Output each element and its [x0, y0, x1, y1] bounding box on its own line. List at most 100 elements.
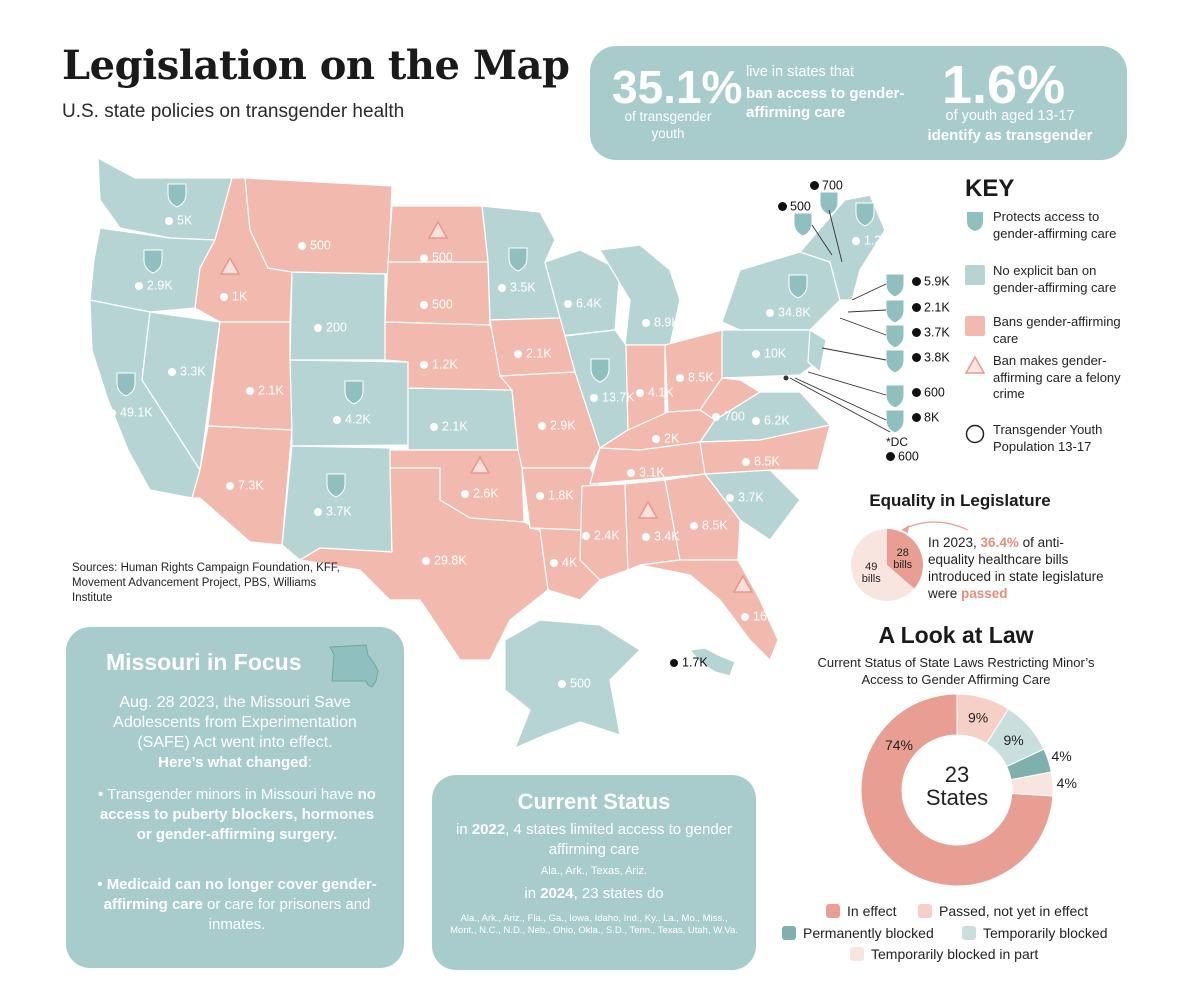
map-population-label: 3.3K — [168, 364, 206, 379]
map-population-label: 3.7K — [726, 490, 764, 505]
map-population-label: 7.3K — [226, 478, 264, 493]
warning-icon — [965, 355, 985, 374]
legend-label: In effect — [847, 903, 897, 919]
pie-slice-label: 28 — [897, 547, 909, 559]
state-mississippi — [579, 483, 629, 581]
pie-slice — [887, 529, 923, 589]
donut-slice-label: 4% — [1051, 748, 1071, 764]
shield-icon — [967, 212, 983, 231]
stat-ban-bold-text: ban access to gender-affirming care — [746, 85, 905, 121]
legend-label: Permanently blocked — [803, 925, 934, 941]
equality-text-mid: of anti-equality healthcare bills introd… — [928, 535, 1104, 601]
donut-center-number: 23 — [945, 762, 969, 787]
northeast-callout-label: 600 — [912, 385, 945, 400]
northeast-callout-label: 3.8K — [912, 350, 950, 365]
legend-swatch — [782, 926, 796, 940]
map-population-label: 2.6K — [461, 486, 499, 501]
stats-banner: 35.1% of transgender youth live in state… — [590, 46, 1127, 160]
state-nebraska — [384, 321, 513, 391]
donut-center-label: States — [926, 785, 988, 810]
legend-swatch — [962, 926, 976, 940]
key-label: No explicit ban on gender-affirming care — [993, 263, 1117, 295]
map-population-label: 4.1K — [636, 385, 674, 400]
missouri-panel: Missouri in Focus Aug. 28 2023, the Miss… — [66, 627, 404, 968]
page-title: Legislation on the Map — [62, 42, 570, 89]
legend-in-effect: In effect — [826, 903, 897, 919]
map-population-label: 2.9K — [538, 418, 576, 433]
warning-icon — [469, 455, 491, 474]
northeast-callout-label: 700 — [810, 178, 843, 193]
stat-youth-bold: identify as transgender — [927, 127, 1093, 144]
shield-icon — [793, 212, 813, 237]
map-population-label: 4.2K — [333, 412, 371, 427]
key-item-no-ban: No explicit ban on gender-affirming care — [965, 263, 1125, 307]
missouri-title: Missouri in Focus — [106, 649, 302, 675]
state-arizona — [191, 425, 293, 546]
shield-icon — [344, 380, 364, 405]
map-population-label: 3.1K — [627, 465, 665, 480]
map-population-label: 2K — [652, 431, 679, 446]
status-title: Current Status — [517, 789, 671, 814]
equality-pct: 36.4% — [980, 535, 1019, 550]
state-utah — [207, 321, 293, 431]
missouri-changed-text: Here’s what changed — [158, 754, 308, 771]
status-2022-text: , 4 states limited access to gender affi… — [505, 821, 732, 858]
key-item-population: Transgender Youth Population 13-17 — [965, 422, 1125, 476]
law-donut-chart: 9% 9% 4% 4% 74% 23 States — [860, 693, 1077, 887]
missouri-intro: Aug. 28 2023, the Missouri Save Adolesce… — [113, 694, 357, 751]
map-population-label: 1K — [220, 289, 247, 304]
sources-note: Sources: Human Rights Campaign Foundatio… — [72, 562, 340, 604]
northeast-callout-label: 2.1K — [912, 300, 950, 315]
state-hawaii — [689, 647, 736, 677]
legend-label: Passed, not yet in effect — [939, 903, 1089, 919]
shield-icon — [885, 409, 905, 434]
legend-swatch — [850, 947, 864, 961]
equality-text: In 2023, 36.4% of anti-equality healthca… — [928, 534, 1108, 602]
legend-passed: Passed, not yet in effect — [918, 903, 1088, 919]
map-population-label: 4K — [550, 555, 577, 570]
ban-swatch — [965, 316, 985, 336]
shield-icon — [167, 183, 187, 208]
state-alaska — [504, 619, 641, 749]
missouri-changed: Here’s what changed: — [158, 754, 312, 771]
dc-label: *DC — [886, 435, 909, 449]
legend-temp-blocked: Temporarily blocked — [962, 925, 1108, 941]
shield-icon — [885, 273, 905, 298]
map-population-label: 5K — [165, 213, 192, 228]
donut-slice-label: 9% — [968, 709, 988, 725]
map-population-label: 10K — [752, 346, 786, 361]
state-colorado — [289, 359, 409, 447]
legend-swatch — [918, 904, 932, 918]
key-label: Bans gender-affirming care — [993, 314, 1121, 346]
map-population-label: 2.9K — [135, 278, 173, 293]
northeast-callout-label: 8K — [912, 410, 939, 425]
donut-slice-label: 9% — [1004, 732, 1024, 748]
page-subtitle: U.S. state policies on transgender healt… — [62, 101, 405, 122]
legend-perm-blocked: Permanently blocked — [782, 925, 934, 941]
equality-text-pre: In 2023, — [928, 535, 981, 550]
map-population-label: 8.9K — [642, 315, 680, 330]
key-item-bans: Bans gender-affirming care — [965, 314, 1125, 352]
missouri-bullet-2: • Medicaid can no longer cover gender-af… — [97, 876, 377, 933]
legend-temp-part: Temporarily blocked in part — [850, 946, 1038, 962]
map-population-label: 49.1K — [108, 405, 153, 420]
shield-icon — [885, 349, 905, 374]
key-label: Transgender Youth Population 13-17 — [993, 422, 1103, 454]
pie-slice-label: bills — [893, 559, 912, 571]
map-population-label: 200 — [314, 320, 347, 335]
status-2024-pre: in — [524, 885, 541, 902]
map-population-label: 8.5K — [676, 370, 714, 385]
no-ban-swatch — [965, 265, 985, 285]
map-population-label: 3.7K — [314, 504, 352, 519]
circle-icon — [965, 424, 985, 444]
map-population-label: 2.1K — [246, 383, 284, 398]
stat-youth-pct: 1.6% — [942, 55, 1066, 115]
missouri-bullet-1-text: Transgender minors in Missouri have — [107, 786, 358, 803]
shield-icon — [885, 384, 905, 409]
map-population-label: 2.4K — [582, 528, 620, 543]
state-new-jersey — [807, 329, 827, 373]
legend-label: Temporarily blocked in part — [871, 946, 1039, 962]
status-2024-year: 2024 — [540, 885, 574, 902]
shield-icon — [788, 274, 808, 299]
